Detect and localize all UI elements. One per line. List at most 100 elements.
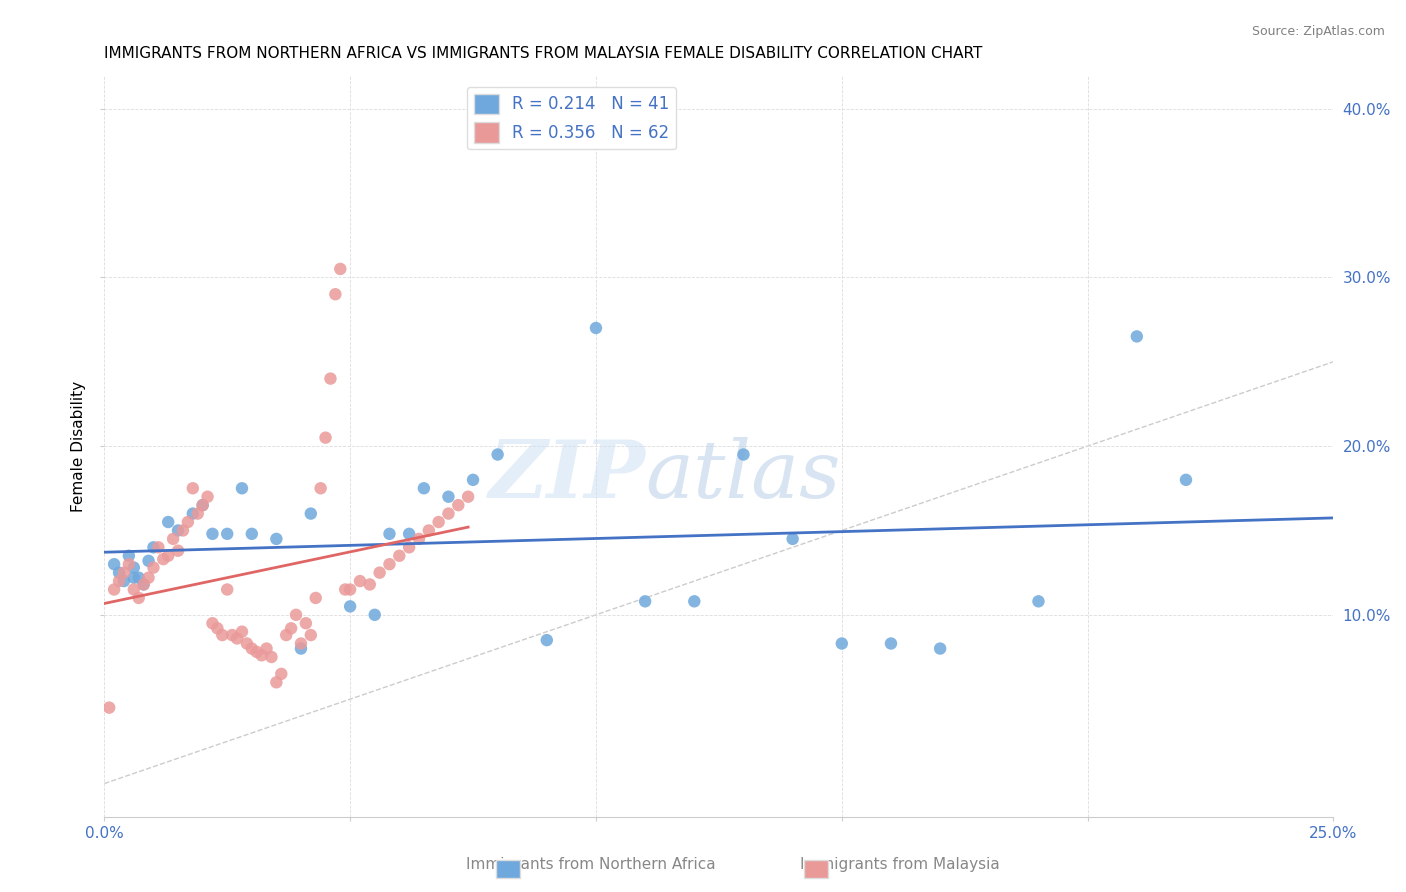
Point — [457, 490, 479, 504]
Point — [266, 532, 288, 546]
Point — [157, 549, 180, 563]
Point — [226, 632, 249, 646]
Y-axis label: Female Disability: Female Disability — [72, 381, 86, 512]
Point — [280, 621, 302, 635]
Point — [118, 549, 141, 563]
Point — [733, 448, 755, 462]
Point — [191, 498, 214, 512]
Point — [181, 481, 204, 495]
Point — [142, 560, 165, 574]
Point — [329, 261, 352, 276]
Point — [325, 287, 347, 301]
Text: IMMIGRANTS FROM NORTHERN AFRICA VS IMMIGRANTS FROM MALAYSIA FEMALE DISABILITY CO: IMMIGRANTS FROM NORTHERN AFRICA VS IMMIG… — [104, 46, 983, 62]
Point — [461, 473, 484, 487]
Point — [240, 641, 263, 656]
Text: ZIP: ZIP — [488, 437, 645, 515]
Point — [388, 549, 411, 563]
Point — [378, 526, 401, 541]
Point — [634, 594, 657, 608]
Point — [260, 650, 283, 665]
Legend: R = 0.214   N = 41, R = 0.356   N = 62: R = 0.214 N = 41, R = 0.356 N = 62 — [467, 87, 676, 149]
Point — [138, 571, 160, 585]
Point — [319, 371, 342, 385]
Point — [1126, 329, 1149, 343]
Point — [108, 574, 131, 588]
Point — [211, 628, 233, 642]
Point — [236, 636, 259, 650]
Point — [335, 582, 357, 597]
Point — [207, 621, 229, 635]
Point — [290, 636, 312, 650]
Point — [187, 507, 209, 521]
Point — [880, 636, 903, 650]
Point — [447, 498, 470, 512]
Point — [103, 582, 125, 597]
Point — [412, 481, 434, 495]
Point — [162, 532, 184, 546]
Point — [398, 526, 420, 541]
Point — [305, 591, 328, 605]
Point — [172, 524, 194, 538]
Point — [132, 577, 155, 591]
Point — [132, 577, 155, 591]
Point — [831, 636, 853, 650]
Text: Immigrants from Northern Africa: Immigrants from Northern Africa — [465, 857, 716, 872]
Point — [378, 558, 401, 572]
Point — [398, 541, 420, 555]
Point — [418, 524, 440, 538]
Point — [285, 607, 308, 622]
Point — [276, 628, 298, 642]
Point — [437, 490, 460, 504]
Point — [152, 552, 174, 566]
Point — [231, 624, 253, 639]
Point — [427, 515, 450, 529]
Point — [122, 560, 145, 574]
Point — [128, 571, 150, 585]
Point — [148, 541, 170, 555]
Point — [128, 591, 150, 605]
Point — [201, 616, 224, 631]
Point — [309, 481, 332, 495]
Point — [122, 571, 145, 585]
Point — [1175, 473, 1198, 487]
Point — [270, 666, 292, 681]
Point — [181, 507, 204, 521]
Text: atlas: atlas — [645, 437, 841, 515]
Point — [138, 554, 160, 568]
Point — [256, 641, 278, 656]
Point — [98, 700, 121, 714]
Point — [585, 321, 607, 335]
Point — [295, 616, 318, 631]
Point — [299, 507, 322, 521]
Point — [177, 515, 200, 529]
Point — [221, 628, 243, 642]
Point — [240, 526, 263, 541]
Point — [339, 582, 361, 597]
Point — [118, 558, 141, 572]
Point — [290, 641, 312, 656]
Point — [112, 574, 135, 588]
Point — [250, 648, 273, 663]
Point — [217, 526, 239, 541]
Point — [315, 431, 337, 445]
Point — [437, 507, 460, 521]
Point — [201, 526, 224, 541]
Point — [108, 566, 131, 580]
Point — [231, 481, 253, 495]
Point — [167, 524, 190, 538]
Point — [364, 607, 387, 622]
Point — [197, 490, 219, 504]
Point — [368, 566, 391, 580]
Point — [929, 641, 952, 656]
Point — [349, 574, 371, 588]
Point — [486, 448, 509, 462]
Point — [246, 645, 269, 659]
Point — [683, 594, 706, 608]
Point — [122, 582, 145, 597]
Point — [142, 541, 165, 555]
Point — [112, 566, 135, 580]
Point — [167, 543, 190, 558]
Point — [339, 599, 361, 614]
Point — [299, 628, 322, 642]
Point — [1028, 594, 1050, 608]
